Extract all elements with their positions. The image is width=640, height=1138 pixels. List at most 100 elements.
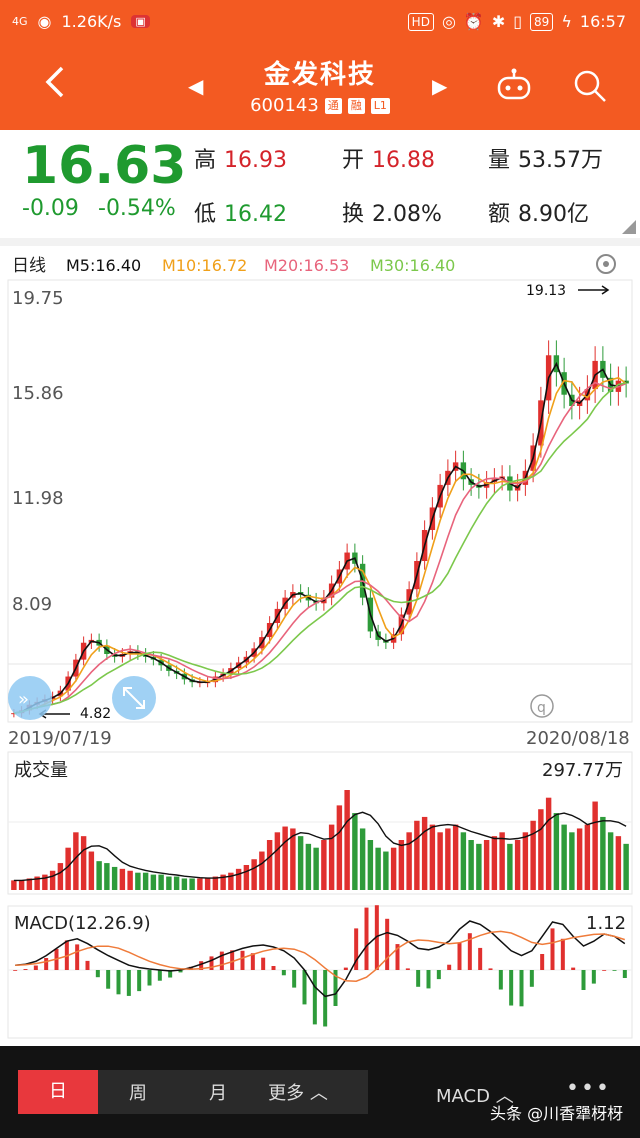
volume-value: 53.57万 (518, 148, 603, 173)
volume-bar (142, 872, 149, 890)
volume-max: 297.77万 (542, 760, 623, 781)
turnover-label: 换 (342, 202, 365, 227)
volume-bar (569, 832, 575, 890)
kline-chart[interactable]: 日线 M5:16.40 M10:16.72 M20:16.53 M30:16.4… (0, 246, 640, 1046)
ma20-label: M20:16.53 (264, 256, 349, 275)
volume-bar (538, 809, 544, 890)
ma10-label: M10:16.72 (162, 256, 247, 275)
next-stock-icon[interactable]: ▶ (432, 74, 448, 98)
title-box: 金发科技 600143 通 融 L1 (200, 54, 440, 116)
macd-histogram-bar (612, 970, 617, 971)
clock: 16:57 (579, 12, 626, 31)
robot-assistant-icon[interactable] (496, 68, 532, 102)
macd-histogram-bar (488, 968, 493, 970)
battery-level: 89 (530, 12, 554, 31)
tab-month[interactable]: 月 (209, 1083, 227, 1104)
low-label: 低 (194, 202, 217, 227)
volume-bar (220, 874, 226, 890)
macd-histogram-bar (44, 958, 49, 970)
volume-bar (111, 866, 118, 890)
more-menu-icon[interactable]: ••• (566, 1076, 611, 1101)
tab-day[interactable]: 日 (18, 1070, 98, 1114)
volume-bar (34, 876, 40, 890)
stock-code: 600143 (250, 95, 319, 116)
macd-histogram-bar (581, 970, 586, 990)
tab-more-label: 更多 (268, 1083, 305, 1104)
volume-bar (406, 832, 412, 890)
tag-margin: 融 (347, 97, 365, 114)
low-stat: 低 16.42 (194, 196, 287, 228)
macd-histogram-bar (230, 950, 235, 970)
macd-histogram-bar (354, 928, 359, 970)
tab-week[interactable]: 周 (129, 1083, 147, 1104)
volume-bar (491, 836, 498, 890)
volume-bar (80, 836, 87, 890)
open-label: 开 (342, 148, 365, 173)
amount-stat: 额 8.90亿 (488, 196, 589, 228)
volume-bar (49, 870, 56, 890)
volume-bar (483, 840, 490, 890)
volume-bar (584, 824, 591, 890)
volume-bar (96, 861, 102, 890)
chart-area[interactable]: 日线 M5:16.40 M10:16.72 M20:16.53 M30:16.4… (0, 246, 640, 1046)
macd-histogram-bar (188, 966, 193, 970)
network-label: 4G (12, 15, 28, 28)
tag-connect: 通 (324, 97, 342, 114)
volume-bar (259, 851, 265, 890)
macd-histogram-bar (33, 965, 38, 970)
volume-bar (135, 872, 141, 890)
volume-bar (460, 832, 467, 890)
volume-bar (499, 832, 505, 890)
macd-histogram-bar (467, 933, 472, 970)
macd-histogram-bar (323, 970, 328, 1027)
macd-histogram-bar (168, 970, 173, 978)
volume-bars (11, 790, 629, 890)
macd-histogram-bar (240, 950, 245, 970)
volume-bar (65, 847, 71, 890)
ytick-4: 8.09 (12, 594, 52, 615)
volume-bar (212, 876, 219, 890)
macd-dea-line (15, 930, 626, 982)
back-arrow-icon[interactable] (38, 64, 74, 100)
watermark: 头条 @川香犟枒枒 (490, 1104, 624, 1123)
macd-histogram-bar (126, 970, 131, 996)
volume-bar (522, 832, 529, 890)
info-q-icon[interactable]: q (530, 694, 554, 718)
ytick-2: 15.86 (12, 383, 64, 404)
macd-histogram-bar (478, 947, 483, 970)
high-label: 高 (194, 148, 217, 173)
candle-body (11, 713, 17, 715)
volume-bar (127, 870, 133, 890)
fullscreen-button[interactable] (112, 676, 156, 720)
scroll-left-button[interactable]: » (8, 676, 52, 720)
prev-stock-icon[interactable]: ◀ (188, 74, 204, 98)
macd-histogram-bar (509, 970, 514, 1006)
high-value: 16.93 (224, 148, 287, 173)
macd-histogram-bar (622, 970, 627, 978)
macd-histogram-bar (13, 970, 18, 971)
open-value: 16.88 (372, 148, 435, 173)
macd-histogram-bar (602, 970, 607, 971)
svg-text:»: » (18, 689, 29, 710)
tab-more[interactable]: 更多 ︿ (258, 1079, 338, 1105)
settings-gear-icon[interactable] (596, 254, 616, 274)
macd-histogram-bar (333, 970, 338, 1006)
volume-bar (414, 820, 420, 890)
macd-histogram-bar (178, 970, 183, 973)
svg-text:q: q (537, 700, 546, 716)
macd-histogram-bar (591, 970, 596, 984)
volume-bar (181, 878, 188, 890)
volume-bar (26, 878, 33, 890)
search-icon[interactable] (572, 68, 608, 104)
eye-icon: ◎ (441, 12, 456, 31)
indicator-selector[interactable]: MACD ︿ (436, 1082, 514, 1108)
macd-histogram-bar (519, 970, 524, 1007)
ma5-label: M5:16.40 (66, 256, 141, 275)
period-tabs: 日 周 月 更多 ︿ (18, 1070, 368, 1114)
low-value: 16.42 (224, 202, 287, 227)
volume-bar (243, 865, 250, 890)
volume-bar (429, 824, 436, 890)
macd-histogram-bar (343, 967, 348, 970)
last-price: 16.63 (22, 136, 187, 196)
expand-corner-icon[interactable] (622, 220, 636, 234)
